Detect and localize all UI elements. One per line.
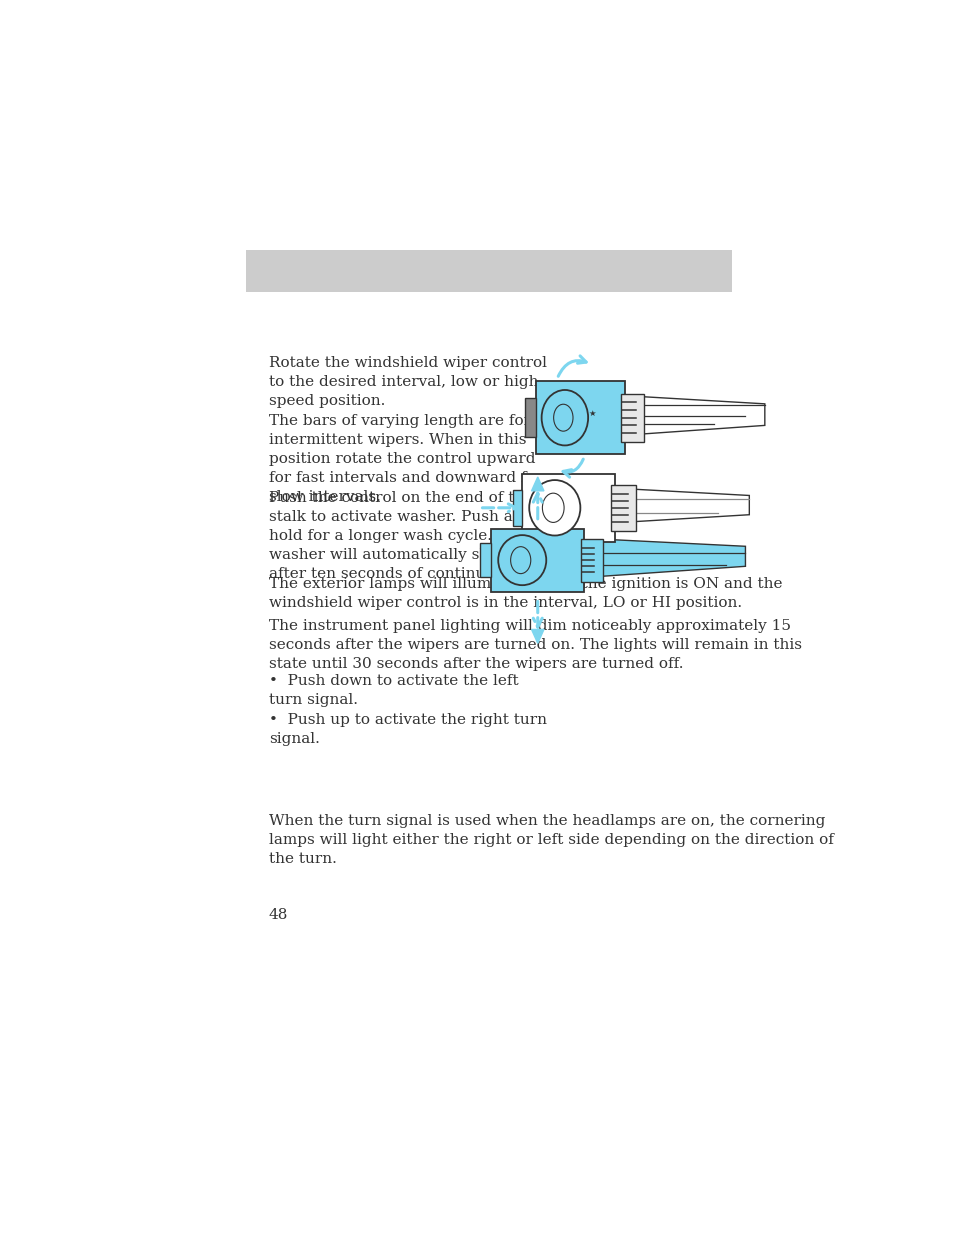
- FancyArrowPatch shape: [558, 356, 585, 377]
- Text: The instrument panel lighting will dim noticeably approximately 15
seconds after: The instrument panel lighting will dim n…: [269, 619, 801, 671]
- Polygon shape: [531, 630, 543, 643]
- Text: The bars of varying length are for
intermittent wipers. When in this
position ro: The bars of varying length are for inter…: [269, 414, 542, 504]
- Bar: [245, 249, 732, 293]
- Text: •  Push up to activate the right turn
signal.: • Push up to activate the right turn sig…: [269, 713, 546, 746]
- Text: 48: 48: [269, 908, 288, 923]
- Bar: [611, 484, 636, 531]
- Polygon shape: [590, 538, 744, 577]
- Bar: [580, 538, 602, 582]
- Ellipse shape: [510, 547, 530, 573]
- Ellipse shape: [529, 480, 579, 536]
- Bar: [536, 382, 624, 454]
- Ellipse shape: [497, 535, 546, 585]
- Text: ★: ★: [588, 409, 595, 419]
- Ellipse shape: [542, 493, 563, 522]
- Bar: [480, 543, 491, 577]
- Text: Push the control on the end of the
stalk to activate washer. Push and
hold for a: Push the control on the end of the stalk…: [269, 490, 548, 580]
- Bar: [491, 529, 583, 592]
- Ellipse shape: [541, 390, 587, 446]
- Text: •  Push down to activate the left
turn signal.: • Push down to activate the left turn si…: [269, 674, 517, 708]
- Bar: [620, 394, 643, 442]
- Text: When the turn signal is used when the headlamps are on, the cornering
lamps will: When the turn signal is used when the he…: [269, 814, 833, 866]
- Polygon shape: [633, 396, 764, 435]
- FancyArrowPatch shape: [562, 459, 582, 477]
- Polygon shape: [620, 489, 748, 522]
- Bar: [524, 399, 536, 437]
- Bar: [513, 490, 521, 526]
- Ellipse shape: [553, 404, 573, 431]
- Text: Rotate the windshield wiper control
to the desired interval, low or high
speed p: Rotate the windshield wiper control to t…: [269, 356, 546, 408]
- Bar: [521, 474, 615, 542]
- Text: The exterior lamps will illuminate when the ignition is ON and the
windshield wi: The exterior lamps will illuminate when …: [269, 577, 781, 610]
- Polygon shape: [531, 477, 543, 490]
